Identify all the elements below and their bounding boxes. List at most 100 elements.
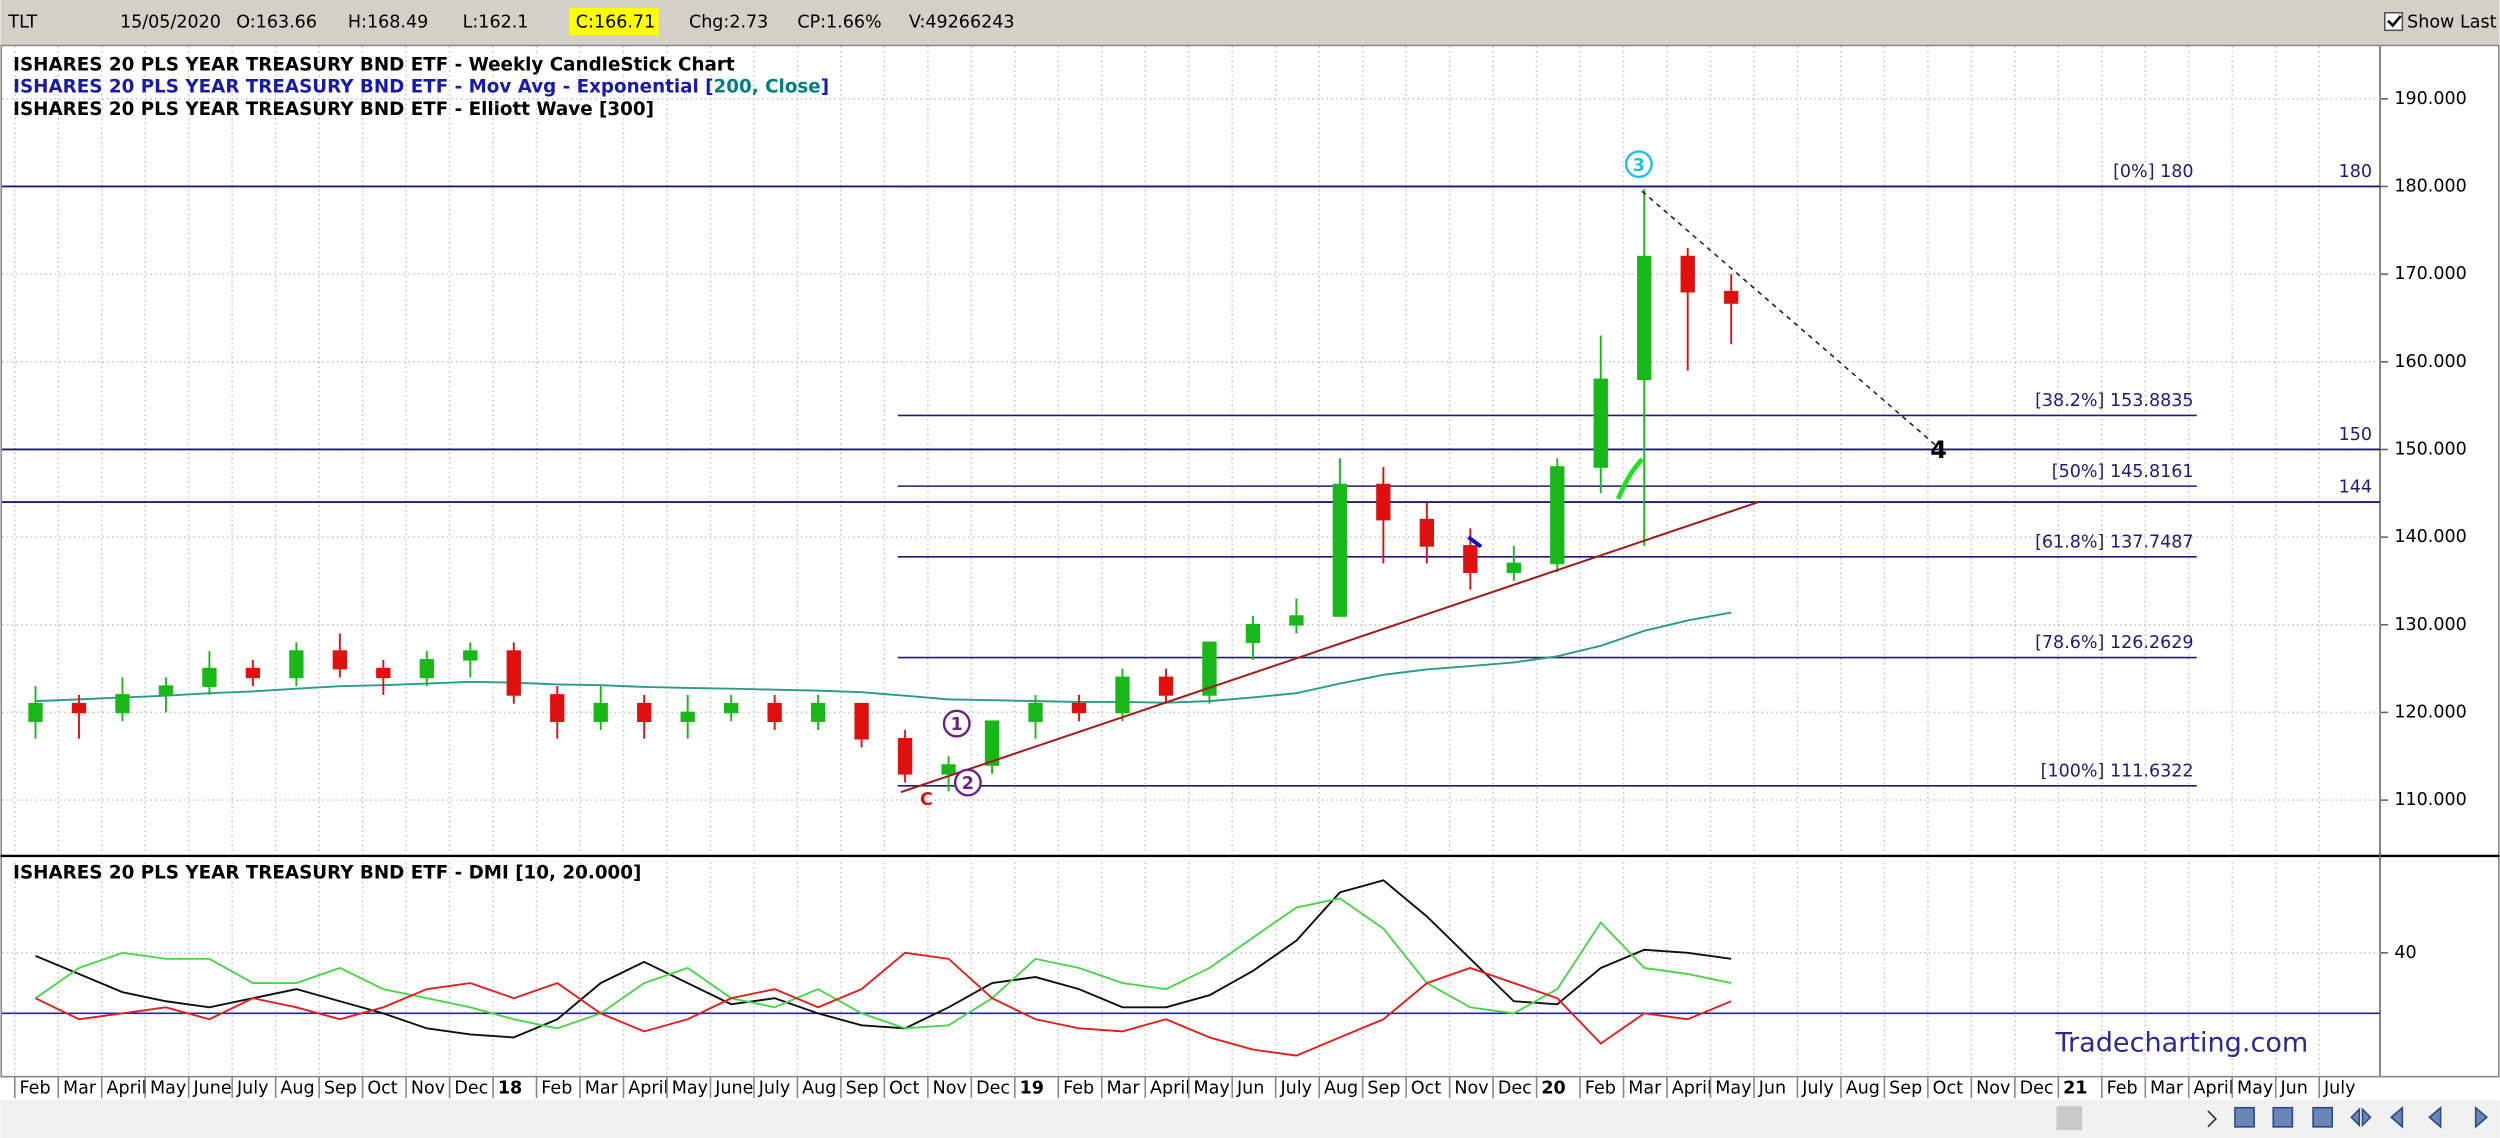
wave-label: 1 (951, 715, 963, 735)
candle-body (289, 650, 304, 679)
candle-body (1332, 483, 1348, 617)
candle-body (115, 694, 130, 714)
x-tick-label: Dec (454, 1079, 488, 1099)
x-tick-label: May (1715, 1079, 1751, 1099)
x-tick-label: Mar (1107, 1079, 1141, 1099)
x-tick-label: Nov (1976, 1079, 2010, 1099)
prev-button[interactable] (2428, 1105, 2442, 1129)
x-tick-label: May (2237, 1079, 2273, 1099)
volume: V:49266243 (909, 12, 1015, 32)
zoom-button[interactable] (2234, 1106, 2255, 1128)
x-tick-label: Nov (1454, 1079, 1488, 1099)
y-tick-label: 140.000 (2394, 527, 2466, 547)
wave-circle (1624, 150, 1653, 179)
x-tick-label: Jun (1758, 1079, 1786, 1099)
x-tick-label: Dec (2020, 1079, 2054, 1099)
candle-body (810, 702, 826, 723)
fib-label: [100%] 111.6322 (2041, 761, 2194, 781)
close: C:166.71 (576, 12, 655, 32)
x-tick-label: Oct (367, 1079, 397, 1099)
x-tick-label: Mar (1628, 1079, 1662, 1099)
ema-legend: ISHARES 20 PLS YEAR TREASURY BND ETF - M… (13, 77, 829, 98)
candle-body (1550, 466, 1565, 565)
level-label: 150 (2339, 425, 2372, 445)
candle-body (332, 650, 348, 670)
candle-body (1158, 676, 1174, 696)
candle-body (419, 659, 434, 679)
x-tick-label: May (1194, 1079, 1230, 1099)
wave-label: 3 (1633, 156, 1645, 176)
x-tick-label: Aug (1324, 1079, 1358, 1099)
wave-label: 2 (962, 774, 974, 794)
x-tick-label: Sep (846, 1079, 879, 1099)
candle-body (1028, 702, 1043, 723)
checkmark (2387, 15, 2402, 28)
zoom-button[interactable] (2312, 1106, 2334, 1128)
candle-body (376, 667, 391, 679)
plot-frame (0, 44, 2500, 1078)
x-tick-label: 18 (498, 1079, 522, 1099)
x-tick-label: April (1150, 1079, 1190, 1099)
y-tick-label: 40 (2394, 943, 2416, 963)
x-tick-label: Dec (1498, 1079, 1532, 1099)
x-tick-label: Aug (802, 1079, 836, 1099)
level-label: 180 (2339, 162, 2372, 182)
symbol: TLT (7, 12, 37, 32)
x-tick-label: 20 (1541, 1079, 1565, 1099)
candle-body (1245, 623, 1261, 644)
candle-body (71, 702, 87, 714)
candle-body (463, 650, 478, 661)
show-last-label[interactable]: Show Last (2407, 12, 2496, 32)
chart-title: ISHARES 20 PLS YEAR TREASURY BND ETF - W… (13, 54, 735, 75)
x-tick-label: 21 (2063, 1079, 2087, 1099)
zoom-button[interactable] (2272, 1106, 2294, 1128)
scrollbar[interactable] (0, 1099, 2500, 1138)
low: L:162.1 (463, 12, 529, 32)
candle-body (1289, 615, 1304, 626)
fib-label: [61.8%] 137.7487 (2035, 533, 2193, 553)
scroll-right[interactable] (2207, 1110, 2217, 1128)
candle-body (1376, 483, 1391, 521)
x-tick-label: April (628, 1079, 668, 1099)
x-tick-label: July (1801, 1079, 1833, 1099)
x-tick-label: April (107, 1079, 147, 1099)
dmi-title: ISHARES 20 PLS YEAR TREASURY BND ETF - D… (13, 862, 641, 883)
x-tick-label: Oct (1411, 1079, 1441, 1099)
candle-body (637, 702, 652, 723)
candle-body (1593, 378, 1608, 468)
candle-body (984, 720, 1000, 766)
plot: Feb Mar April May June July Aug Sep Oct Nov Dec 18 F… (2, 89, 2467, 1099)
fit-button[interactable] (2350, 1107, 2372, 1128)
fib-label: [50%] 145.8161 (2052, 462, 2194, 482)
x-tick-label: May (672, 1079, 708, 1099)
show-last-checkbox[interactable] (2384, 11, 2404, 32)
x-tick-label: 19 (1020, 1079, 1044, 1099)
candle-body (550, 694, 565, 723)
x-tick-label: July (236, 1079, 268, 1099)
x-tick-label: Sep (1367, 1079, 1400, 1099)
ema-line (35, 611, 1732, 704)
next-button[interactable] (2474, 1105, 2489, 1129)
x-tick-label: Aug (280, 1079, 314, 1099)
x-tick-label: Feb (20, 1079, 51, 1099)
y-tick-label: 190.000 (2394, 89, 2466, 109)
wave-curve (1615, 457, 1644, 500)
candle-body (1724, 290, 1739, 304)
y-tick-label: 180.000 (2394, 176, 2466, 196)
x-tick-label: Feb (1585, 1079, 1616, 1099)
candle-body (897, 737, 913, 775)
back-button[interactable] (2389, 1105, 2404, 1129)
toolbar (0, 0, 2500, 45)
indicator-title: ISHARES 20 PLS YEAR TREASURY BND ETF - E… (13, 99, 654, 120)
x-tick-label: Jun (2280, 1079, 2308, 1099)
fib-label: [38.2%] 153.8835 (2035, 391, 2193, 411)
candle-body (1419, 518, 1435, 547)
candle-body (1202, 641, 1217, 696)
fib-label: [78.6%] 126.2629 (2035, 633, 2193, 653)
x-tick-label: Mar (63, 1079, 97, 1099)
scroll-thumb[interactable] (2056, 1106, 2082, 1131)
x-tick-label: Mar (585, 1079, 619, 1099)
x-tick-label: Oct (1933, 1079, 1963, 1099)
x-tick-label: April (1672, 1079, 1712, 1099)
